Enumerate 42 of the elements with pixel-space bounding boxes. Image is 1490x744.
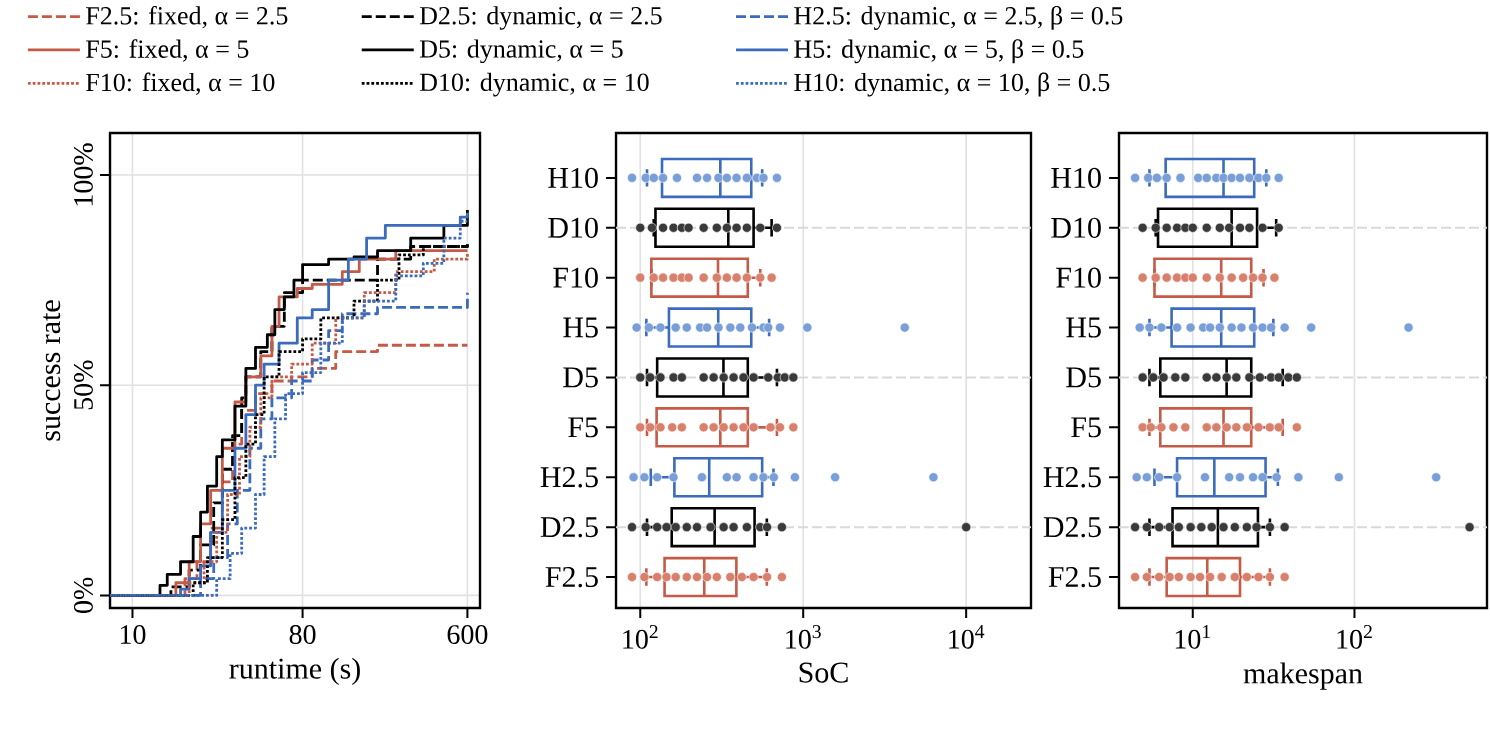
- y-tick-label: 0%: [73, 577, 93, 613]
- x-tick-label: 10$^{1}$: [1175, 625, 1210, 649]
- y-tick-label: F2.5: [1048, 566, 1101, 588]
- y-tick-label: D2.5: [540, 517, 598, 538]
- legend-label: F2.5: fixed, α = 2.5: [86, 6, 288, 29]
- legend-label: D10: dynamic, α = 10: [419, 72, 649, 97]
- x-tick-label: 10$^{2}$: [1337, 625, 1372, 649]
- x-tick-label: 600: [447, 625, 488, 644]
- y-tick-label: F5: [1071, 417, 1101, 438]
- y-tick-label: D5: [1066, 367, 1101, 388]
- x-axis-title: runtime (s): [229, 657, 360, 685]
- y-tick-label: D10: [1051, 217, 1101, 238]
- y-tick-label: H2.5: [1043, 467, 1101, 488]
- legend-label: F5: fixed, α = 5: [86, 39, 249, 62]
- y-tick-label: H5: [563, 317, 598, 338]
- legend-label: H10: dynamic, α = 10, β = 0.5: [794, 72, 1110, 97]
- x-tick-label: 80: [289, 625, 316, 644]
- y-tick-label: 100%: [73, 143, 93, 206]
- legend-label: D5: dynamic, α = 5: [419, 39, 623, 64]
- legend-label: F10: fixed, α = 10: [86, 72, 275, 95]
- legend-label: D2.5: dynamic, α = 2.5: [419, 6, 662, 30]
- y-tick-label: F10: [1056, 267, 1101, 288]
- y-axis-title: success rate: [43, 300, 61, 441]
- y-tick-label: F2.5: [545, 566, 598, 588]
- y-tick-label: F10: [553, 267, 598, 288]
- y-tick-label: D2.5: [1043, 517, 1101, 538]
- y-tick-label: D5: [563, 367, 598, 388]
- x-axis-title: SoC: [799, 662, 848, 683]
- x-axis-title: makespan: [1243, 662, 1363, 690]
- y-tick-label: H5: [1066, 317, 1101, 338]
- y-tick-label: 50%: [73, 360, 93, 410]
- y-tick-label: F5: [568, 417, 598, 438]
- x-tick-label: 10$^{2}$: [623, 625, 658, 649]
- y-tick-label: H10: [1051, 167, 1101, 188]
- y-tick-label: H2.5: [540, 467, 598, 488]
- legend-label: H2.5: dynamic, α = 2.5, β = 0.5: [794, 6, 1123, 30]
- y-tick-label: D10: [548, 217, 598, 238]
- x-tick-label: 10$^{3}$: [786, 625, 821, 649]
- x-tick-label: 10: [120, 625, 146, 644]
- y-tick-label: H10: [548, 167, 598, 188]
- x-tick-label: 10$^{4}$: [949, 625, 985, 649]
- legend-label: H5: dynamic, α = 5, β = 0.5: [794, 39, 1084, 64]
